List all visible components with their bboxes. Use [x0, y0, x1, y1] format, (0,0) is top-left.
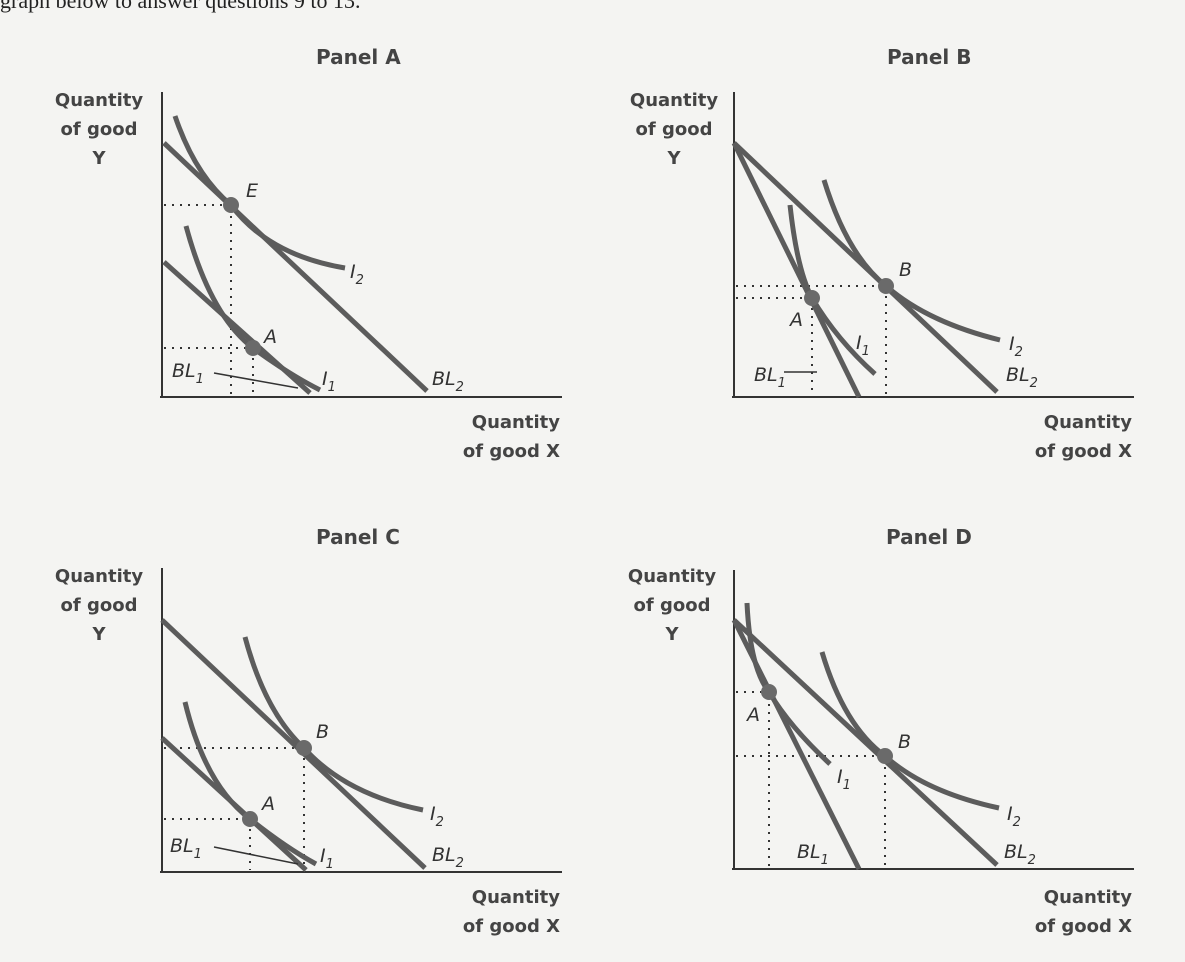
point-a [761, 684, 777, 700]
budget-line-2 [162, 141, 429, 393]
panel-a-plot: E A I2 I1 BL2 BL1 [160, 92, 562, 398]
dotted-guides [164, 204, 254, 396]
panel-c-plot: B A I2 I1 BL2 BL1 [160, 568, 562, 873]
indifference-curve-1 [183, 225, 322, 393]
point-a [245, 340, 261, 356]
indifference-curve-2 [172, 115, 346, 271]
label-bl1: BL1 [172, 360, 204, 387]
panel-a: Panel A Quantity of good Y Quantity of good… [0, 0, 580, 470]
label-bl1: BL1 [170, 835, 202, 862]
label-bl2: BL2 [432, 368, 464, 395]
label-i1: I1 [320, 845, 334, 872]
point-b [877, 748, 893, 764]
point-b [878, 278, 894, 294]
budget-line-1 [731, 141, 862, 399]
axes [160, 92, 562, 398]
label-i1: I1 [837, 766, 851, 793]
label-point-a: A [262, 326, 277, 348]
label-i2: I2 [430, 803, 444, 830]
label-bl2: BL2 [1004, 841, 1036, 868]
label-i1: I1 [322, 368, 336, 395]
y-axis-label: Quantity of good Y [54, 566, 144, 645]
panel-d-plot: B A I2 I1 BL2 BL1 [731, 570, 1134, 871]
panel-c: Panel C Quantity of good Y Quantity of good… [0, 480, 580, 950]
budget-line-2 [732, 618, 999, 867]
indifference-curve-1 [182, 701, 318, 867]
label-point-b: B [899, 259, 912, 281]
panel-title: Panel D [886, 525, 972, 549]
y-axis-label: Quantity of good Y [54, 90, 144, 169]
label-point-b: B [898, 731, 911, 753]
dotted-guides [736, 285, 887, 396]
point-a [804, 290, 820, 306]
point-e [223, 197, 239, 213]
label-point-e: E [246, 180, 258, 202]
x-axis-label: Quantity of good X [462, 412, 560, 462]
y-axis-label: Quantity of good Y [627, 566, 717, 645]
label-point-a: A [260, 793, 275, 815]
label-bl2: BL2 [432, 844, 464, 871]
axes [732, 570, 1134, 870]
panel-title: Panel C [316, 525, 400, 549]
label-bl2: BL2 [1006, 364, 1038, 391]
label-i2: I2 [350, 261, 364, 288]
x-axis-label: Quantity of good X [462, 887, 560, 937]
budget-line-1-leader [213, 846, 299, 865]
panel-b: Panel B Quantity of good Y Quantity of good… [572, 0, 1152, 470]
panel-d: Panel D Quantity of good Y Quantity of good… [572, 480, 1152, 950]
label-bl1: BL1 [797, 841, 829, 868]
label-bl1: BL1 [754, 364, 786, 391]
indifference-curve-1 [744, 602, 832, 766]
intro-text: graph below to answer questions 9 to 13. [0, 0, 361, 13]
panel-title: Panel A [316, 45, 401, 69]
budget-line-1-leader [213, 372, 299, 389]
point-a [242, 811, 258, 827]
panel-title: Panel B [887, 45, 972, 69]
axes [732, 92, 1134, 398]
label-i1: I1 [856, 332, 870, 359]
point-b [296, 740, 312, 756]
y-axis-label: Quantity of good Y [629, 90, 719, 169]
x-axis-label: Quantity of good X [1034, 412, 1132, 462]
panel-b-plot: B A I2 I1 BL2 BL1 [731, 92, 1134, 399]
label-point-b: B [316, 721, 329, 743]
label-point-a: A [745, 704, 760, 726]
label-point-a: A [788, 309, 803, 331]
label-i2: I2 [1009, 333, 1023, 360]
budget-line-2 [160, 618, 427, 870]
dotted-guides [164, 747, 305, 870]
axes [160, 568, 562, 873]
label-i2: I2 [1007, 803, 1021, 830]
x-axis-label: Quantity of good X [1034, 887, 1132, 937]
